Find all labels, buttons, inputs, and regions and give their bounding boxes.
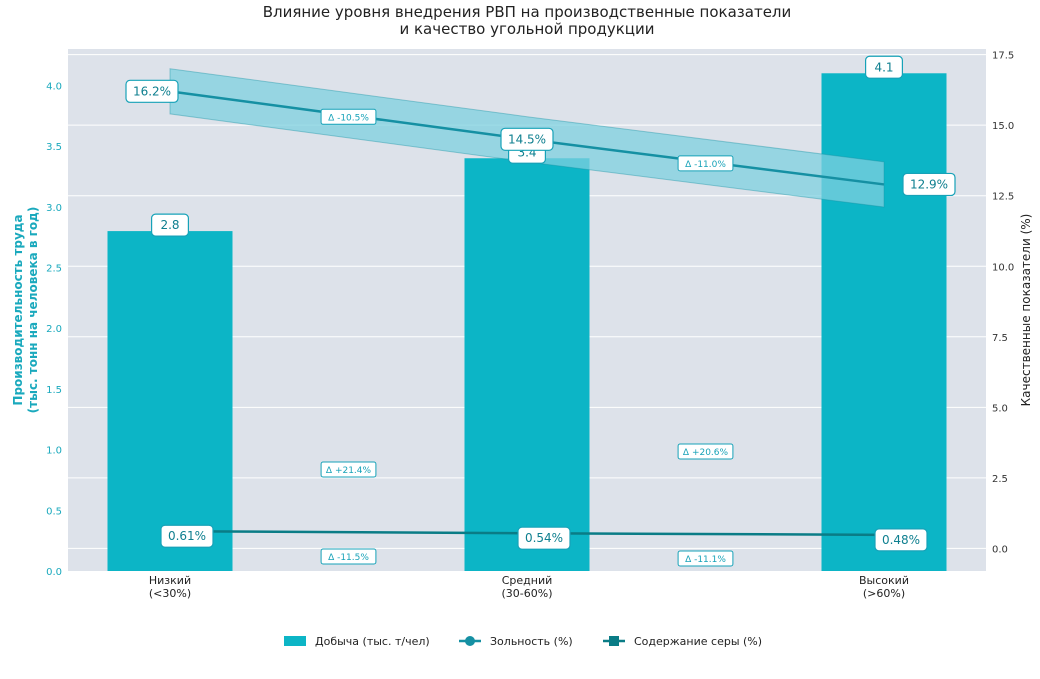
right-tick-label-5: 12.5 [992,192,1014,203]
bar-label-2-box [864,55,903,79]
left-tick-label-7: 3.5 [46,142,62,153]
bar-0 [107,231,233,571]
left-tick-label-3: 1.5 [46,385,62,396]
legend: Добыча (тыс. т/чел) Зольность (%) Содержан… [284,635,762,648]
production-delta-1-box [677,443,734,460]
left-tick-label-4: 2.0 [46,324,62,335]
ash-label-1: 14.5% [508,132,546,146]
left-tick-label-2: 1.0 [46,446,62,457]
legend-label-sulfur: Содержание серы (%) [634,635,762,648]
legend-swatch-production [284,636,306,646]
sulfur-label-1-box [517,526,571,550]
production-delta-1: Δ +20.6% [683,448,729,458]
legend-label-ash: Зольность (%) [490,635,573,648]
bar-1 [464,158,590,572]
category-labels: Низкий (<30%) Средний (30-60%) Высокий (>60%) [149,574,909,600]
y-axis-right-label: Качественные показатели (%) [1019,214,1033,407]
category-label-0: Низкий (<30%) [149,574,191,600]
ash-label-2: 12.9% [910,177,948,191]
bar-label-0: 2.8 [160,218,179,232]
bar-2 [821,73,947,572]
sulfur-delta-1-box [677,550,734,567]
sulfur-label-0-box [160,524,214,548]
right-tick-label-4: 10.0 [992,262,1014,273]
chart-title-line1: Влияние уровня внедрения РВП на производ… [263,3,792,21]
left-tick-label-1: 0.5 [46,506,62,517]
category-label-1: Средний (30-60%) [502,574,553,600]
left-axis-ticks: 0.0 0.5 1.0 1.5 2.0 2.5 3.0 3.5 4.0 [46,81,62,578]
right-tick-label-2: 5.0 [992,403,1008,414]
bar-series [107,73,947,572]
delta-annotations: Δ -10.5% Δ -11.0% Δ +21.4% Δ +20.6% Δ -11.5%… [320,108,734,567]
ash-delta-0: Δ -10.5% [328,113,369,123]
y-axis-left-label-line1: Производительность труда [11,214,25,405]
sulfur-label-0: 0.61% [168,529,206,543]
legend-marker-ash [465,636,475,646]
chart-title-line2: и качество угольной продукции [399,20,654,38]
ash-label-0-box [125,79,179,103]
data-labels: 2.83.44.116.2%14.5%12.9%0.61% 0.54% 0.48% [125,55,956,552]
ash-delta-1: Δ -11.0% [685,160,726,170]
ash-label-2-box [902,172,956,197]
right-tick-label-1: 2.5 [992,474,1008,485]
sulfur-label-1: 0.54% [525,531,563,545]
left-tick-label-6: 3.0 [46,203,62,214]
legend-marker-sulfur [609,636,619,646]
right-axis-ticks: 0.0 2.5 5.0 7.5 10.0 12.5 15.0 17.5 [992,51,1014,556]
production-delta-0: Δ +21.4% [326,466,372,476]
ash-delta-1-box [677,155,734,172]
sulfur-delta-1: Δ -11.1% [685,555,726,565]
bar-label-0-box [151,213,190,237]
sulfur-label-2-box [874,528,928,552]
y-axis-left-label-line2: (тыс. тонн на человека в год) [26,207,40,414]
ash-label-0: 16.2% [133,84,171,98]
sulfur-label-2: 0.48% [882,533,920,547]
legend-label-production: Добыча (тыс. т/чел) [315,635,430,648]
ash-label-1-box [500,127,554,151]
right-tick-label-7: 17.5 [992,51,1014,62]
production-delta-0-box [320,461,377,478]
left-tick-label-0: 0.0 [46,567,62,578]
bar-label-2: 4.1 [874,60,893,74]
ash-delta-0-box [320,108,377,125]
right-tick-label-0: 0.0 [992,544,1008,555]
category-label-2: Высокий (>60%) [859,574,909,600]
left-tick-label-5: 2.5 [46,264,62,275]
right-tick-label-6: 15.0 [992,121,1014,132]
sulfur-delta-0: Δ -11.5% [328,553,369,563]
sulfur-delta-0-box [320,548,377,565]
right-tick-label-3: 7.5 [992,333,1008,344]
left-tick-label-8: 4.0 [46,81,62,92]
